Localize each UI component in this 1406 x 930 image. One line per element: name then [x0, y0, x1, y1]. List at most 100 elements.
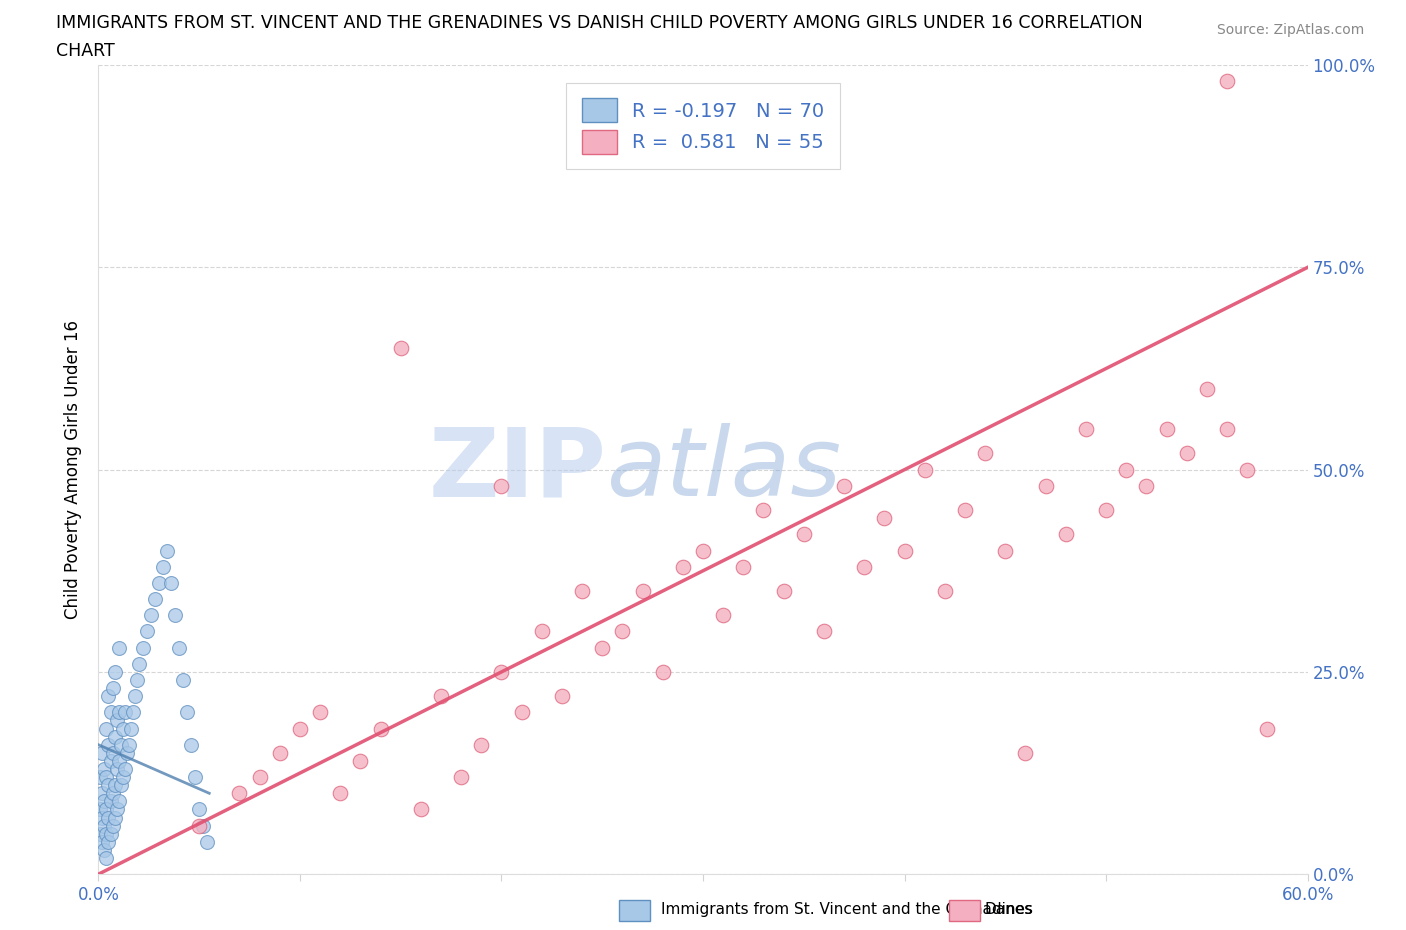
- Point: [139, 608, 162, 623]
- Point: [953, 502, 976, 517]
- Point: [571, 584, 593, 599]
- Point: [110, 737, 132, 752]
- Point: [148, 576, 170, 591]
- Point: [100, 753, 122, 768]
- Point: [1216, 422, 1239, 437]
- Point: [249, 770, 271, 785]
- Point: [103, 664, 125, 679]
- Point: [96, 851, 118, 866]
- Y-axis label: Child Poverty Among Girls Under 16: Child Poverty Among Girls Under 16: [65, 320, 83, 619]
- Point: [121, 705, 143, 720]
- Point: [114, 762, 136, 777]
- Point: [329, 786, 352, 801]
- Legend: R = -0.197   N = 70, R =  0.581   N = 55: R = -0.197 N = 70, R = 0.581 N = 55: [567, 83, 839, 169]
- Point: [115, 746, 138, 761]
- Point: [132, 640, 155, 655]
- Point: [184, 770, 207, 785]
- Point: [651, 664, 673, 679]
- Point: [1074, 422, 1097, 437]
- Point: [93, 794, 115, 809]
- Point: [510, 705, 533, 720]
- Text: IMMIGRANTS FROM ST. VINCENT AND THE GRENADINES VS DANISH CHILD POVERTY AMONG GIR: IMMIGRANTS FROM ST. VINCENT AND THE GREN…: [56, 14, 1143, 32]
- Point: [793, 527, 815, 542]
- Point: [389, 340, 412, 355]
- Text: ZIP: ZIP: [429, 423, 606, 516]
- Point: [180, 737, 202, 752]
- Point: [89, 802, 111, 817]
- Point: [228, 786, 250, 801]
- Point: [128, 657, 150, 671]
- Point: [1014, 746, 1036, 761]
- Point: [530, 624, 553, 639]
- Point: [93, 762, 115, 777]
- Point: [853, 559, 876, 574]
- Point: [1054, 527, 1077, 542]
- Point: [97, 777, 120, 792]
- Point: [97, 834, 120, 849]
- Point: [672, 559, 695, 574]
- Point: [93, 818, 115, 833]
- Point: [711, 608, 734, 623]
- Point: [118, 737, 141, 752]
- Point: [309, 705, 332, 720]
- Point: [631, 584, 654, 599]
- Point: [349, 753, 371, 768]
- Point: [100, 827, 122, 842]
- Point: [101, 681, 124, 696]
- Point: [107, 640, 129, 655]
- Point: [994, 543, 1017, 558]
- Point: [1256, 721, 1278, 736]
- Point: [125, 672, 148, 687]
- Point: [167, 640, 190, 655]
- Point: [491, 664, 513, 679]
- Point: [450, 770, 472, 785]
- Point: [111, 721, 134, 736]
- Point: [591, 640, 613, 655]
- Point: [96, 827, 118, 842]
- Point: [188, 802, 211, 817]
- Point: [752, 502, 775, 517]
- Point: [97, 737, 120, 752]
- Text: atlas: atlas: [606, 423, 841, 516]
- Point: [93, 843, 115, 857]
- Point: [91, 810, 114, 825]
- Point: [97, 689, 120, 704]
- Point: [105, 802, 128, 817]
- Point: [1236, 462, 1258, 477]
- Point: [103, 777, 125, 792]
- Point: [96, 721, 118, 736]
- Point: [100, 705, 122, 720]
- Point: [934, 584, 956, 599]
- Point: [97, 810, 120, 825]
- Point: [114, 705, 136, 720]
- Point: [195, 834, 218, 849]
- Point: [89, 770, 111, 785]
- Point: [160, 576, 183, 591]
- Point: [430, 689, 453, 704]
- Point: [914, 462, 936, 477]
- Point: [120, 721, 142, 736]
- Text: CHART: CHART: [56, 42, 115, 60]
- Point: [163, 608, 186, 623]
- Point: [974, 446, 997, 461]
- Point: [1035, 478, 1057, 493]
- Point: [135, 624, 157, 639]
- Point: [91, 834, 114, 849]
- Text: Immigrants from St. Vincent and the Grenadines: Immigrants from St. Vincent and the Gren…: [661, 902, 1033, 917]
- Point: [1175, 446, 1198, 461]
- Point: [100, 794, 122, 809]
- Point: [1095, 502, 1118, 517]
- Point: [172, 672, 194, 687]
- Point: [105, 713, 128, 728]
- Point: [288, 721, 311, 736]
- Point: [96, 770, 118, 785]
- Point: [1115, 462, 1137, 477]
- Point: [96, 802, 118, 817]
- Point: [176, 705, 198, 720]
- Point: [156, 543, 179, 558]
- Point: [692, 543, 714, 558]
- Point: [105, 762, 128, 777]
- Text: Source: ZipAtlas.com: Source: ZipAtlas.com: [1216, 23, 1364, 37]
- Point: [612, 624, 634, 639]
- Point: [101, 786, 124, 801]
